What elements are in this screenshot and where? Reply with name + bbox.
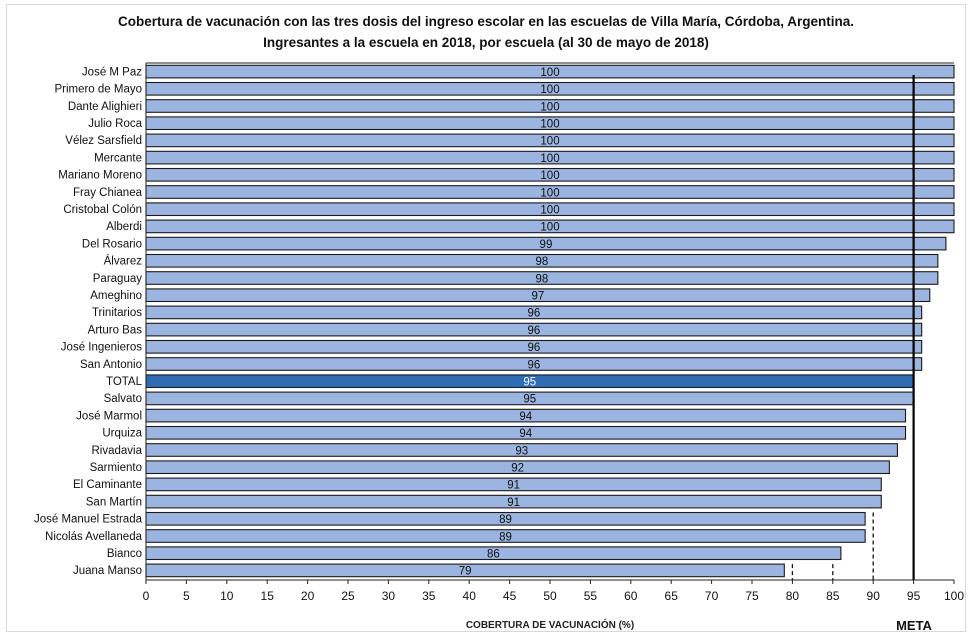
x-tick-label: 10 [220,589,234,603]
x-tick-label: 25 [341,589,355,603]
x-tick-label: 85 [826,589,840,603]
category-label: Julio Roca [88,118,142,130]
data-label: 98 [536,256,549,268]
category-label: Dante Alighieri [68,101,142,113]
data-label: 86 [487,549,500,561]
data-label: 100 [540,101,559,113]
x-tick-label: 0 [143,589,150,603]
data-label: 89 [499,514,512,526]
x-tick-label: 45 [503,589,517,603]
category-label: Del Rosario [82,238,142,250]
category-label: San Antonio [80,359,142,371]
x-tick-label: 30 [382,589,396,603]
data-label: 99 [540,239,553,251]
data-label: 79 [459,566,472,578]
data-label: 100 [540,153,559,165]
x-tick-label: 55 [584,589,598,603]
category-label: Nicolás Avellaneda [45,531,143,543]
x-axis: 0 5 10 15 20 25 30 35 40 45 50 55 60 65 70 75 80 85 90 95 10… [143,62,964,603]
category-label: Cristobal Colón [63,204,142,216]
data-label: 91 [507,480,520,492]
x-tick-label: 40 [463,589,477,603]
chart-frame [6,4,966,632]
x-tick-label: 75 [745,589,759,603]
category-label: José Marmol [76,410,142,422]
x-tick-label: 20 [301,589,315,603]
data-label: 94 [519,428,532,440]
category-label: Bianco [107,548,142,560]
category-label: Ameghino [90,290,142,302]
x-axis-label: COBERTURA DE VACUNACIÓN (%) [466,618,634,631]
x-tick-label: 80 [786,589,800,603]
data-label: 100 [540,222,559,234]
category-label: San Martín [86,496,142,508]
x-tick-label: 70 [705,589,719,603]
data-label: 100 [540,170,559,182]
data-label: 96 [527,325,540,337]
category-label: Mariano Moreno [58,170,142,182]
data-label: 100 [540,119,559,131]
data-label: 89 [499,531,512,543]
data-label: 91 [507,497,520,509]
data-label: 98 [536,273,549,285]
category-label: José M Paz [82,66,142,78]
meta-label: META [896,618,932,633]
x-tick-label: 50 [543,589,557,603]
category-label: Arturo Bas [88,324,143,336]
category-label: Vélez Sarsfield [65,135,142,147]
chart-subtitle: Ingresantes a la escuela en 2018, por es… [263,35,709,50]
data-label: 100 [540,205,559,217]
labels-layer: José M Paz 100 Primero de Mayo 100 Dante Ali… [34,66,560,577]
category-label: El Caminante [73,479,142,491]
category-label: Primero de Mayo [54,84,142,96]
category-label: Trinitarios [92,307,142,319]
data-label: 94 [519,411,532,423]
x-tick-label: 90 [867,589,881,603]
data-label: 97 [531,291,544,303]
category-label: Paraguay [93,273,142,285]
data-label: 100 [540,136,559,148]
data-label: 95 [523,394,536,406]
category-label: José Manuel Estrada [34,514,143,526]
x-tick-label: 60 [624,589,638,603]
data-label: 100 [540,67,559,79]
chart-title: Cobertura de vacunación con las tres dos… [117,14,854,29]
data-label: 95 [523,377,536,389]
category-label: Salvato [104,393,142,405]
category-label: Juana Manso [73,565,142,577]
x-tick-label: 5 [183,589,190,603]
data-label: 96 [527,359,540,371]
data-label: 92 [511,463,524,475]
data-label: 100 [540,187,559,199]
data-label: 100 [540,84,559,96]
category-label: Mercante [94,152,142,164]
x-tick-label: 65 [665,589,679,603]
data-label: 96 [527,308,540,320]
bars-layer [145,64,955,578]
category-label: Alberdi [106,221,142,233]
category-label: Álvarez [104,255,143,268]
x-tick-label: 35 [422,589,436,603]
category-label: Fray Chianea [73,187,143,199]
category-label: Rivadavia [92,445,143,457]
data-label: 93 [515,445,528,457]
x-tick-label: 15 [261,589,275,603]
x-tick-label: 100 [944,589,964,603]
category-label: TOTAL [106,376,143,388]
category-label: José Ingenieros [61,342,142,354]
x-tick-label: 95 [907,589,921,603]
category-label: Urquiza [102,428,142,440]
data-label: 96 [527,342,540,354]
reference-lines-layer [791,75,915,580]
category-label: Sarmiento [90,462,142,474]
